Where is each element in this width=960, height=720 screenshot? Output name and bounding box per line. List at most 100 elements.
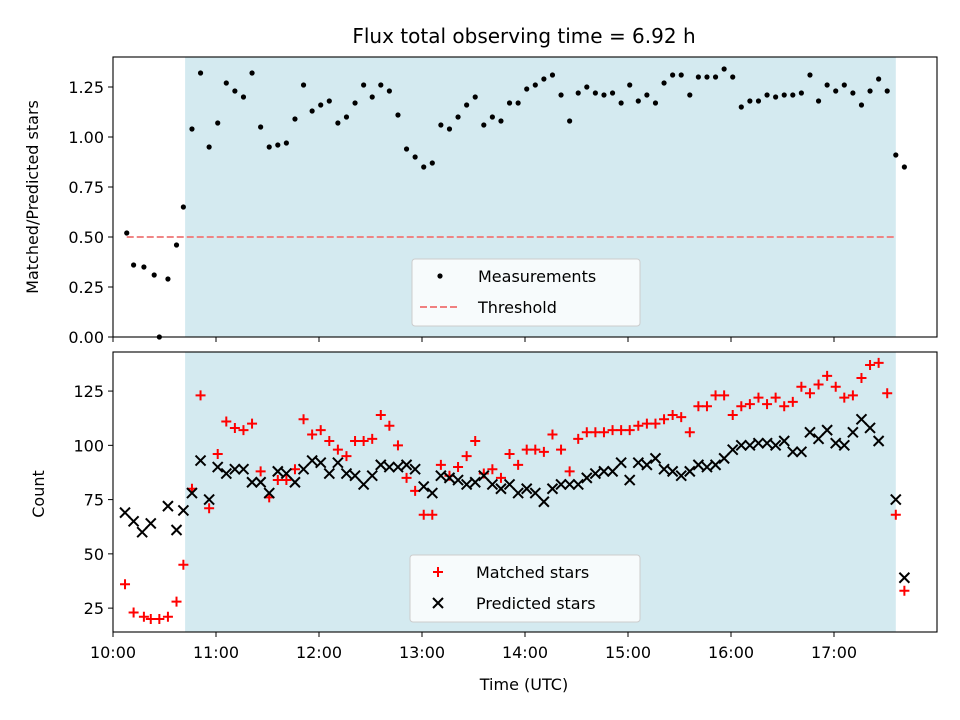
predicted-star-marker [649, 452, 662, 465]
predicted-star-marker [127, 515, 140, 528]
predicted-star-marker [289, 476, 301, 488]
measurement-point [524, 86, 530, 92]
matched-star-marker [435, 459, 446, 470]
measurement-point [549, 72, 556, 78]
predicted-star-marker [503, 478, 516, 491]
measurement-point [901, 164, 907, 170]
y-tick-label: 1.00 [68, 128, 104, 147]
predicted-star-marker [443, 472, 456, 484]
measurement-point [361, 82, 367, 88]
matched-star-marker [433, 567, 443, 577]
matched-star-marker [650, 418, 661, 429]
predicted-star-marker [606, 465, 619, 478]
matched-star-marker [315, 425, 326, 436]
x-tick-label: 12:00 [296, 643, 342, 662]
predicted-star-marker [237, 463, 250, 475]
matched-star-marker [341, 451, 352, 462]
matched-star-marker [470, 435, 481, 446]
predicted-star-marker [383, 461, 396, 473]
predicted-star-marker [555, 478, 567, 491]
predicted-star-marker [830, 437, 842, 449]
matched-star-marker [375, 409, 386, 420]
measurement-point [764, 92, 770, 98]
matched-star-marker [229, 422, 240, 433]
measurement-point [326, 98, 332, 104]
matched-star-marker [590, 427, 601, 438]
y-tick-label: 0.25 [68, 278, 104, 297]
predicted-star-marker [452, 474, 464, 486]
x-tick-label: 10:00 [90, 643, 136, 662]
measurement-point [249, 70, 255, 76]
predicted-star-marker [469, 476, 481, 488]
matched-star-marker [856, 373, 867, 384]
predicted-star-marker [272, 465, 284, 478]
matched-star-marker [384, 420, 395, 431]
matched-star-marker [272, 475, 283, 486]
measurement-point [609, 90, 616, 96]
measurement-point [395, 112, 401, 118]
measurement-point [876, 76, 882, 82]
measurement-point [232, 88, 238, 94]
measurement-point [141, 264, 147, 270]
matched-star-marker [753, 392, 764, 403]
measurement-point [695, 74, 701, 80]
measurement-point [206, 144, 212, 150]
measurement-point [446, 126, 453, 132]
x-tick-label: 11:00 [193, 643, 239, 662]
measurement-point [678, 72, 684, 78]
matched-star-marker [676, 412, 687, 423]
predicted-star-marker [400, 459, 413, 471]
x-tick-label: 16:00 [708, 643, 754, 662]
measurement-point [558, 92, 564, 98]
matched-star-marker [719, 390, 730, 401]
predicted-star-marker [340, 467, 353, 480]
y-tick-label: 0.50 [68, 228, 104, 247]
predicted-star-marker [787, 446, 799, 458]
predicted-star-marker [306, 454, 318, 467]
matched-star-marker [392, 440, 403, 451]
predicted-star-marker [521, 483, 533, 495]
predicted-star-marker [692, 459, 705, 471]
measurement-point [627, 82, 633, 88]
measurement-point [489, 114, 495, 120]
measurement-point [858, 102, 865, 108]
predicted-star-marker [778, 435, 790, 447]
measurement-point [730, 74, 736, 80]
predicted-star-marker [727, 443, 739, 456]
predicted-star-marker [495, 483, 507, 495]
measurement-point [807, 72, 813, 78]
matched-star-marker [787, 396, 798, 407]
matched-star-marker [298, 414, 309, 425]
predicted-star-marker [709, 459, 722, 471]
predicted-star-marker [804, 426, 816, 439]
measurement-point [283, 140, 289, 146]
predicted-star-marker [598, 465, 610, 478]
matched-star-marker [890, 509, 901, 520]
predicted-star-marker [666, 465, 679, 478]
predicted-star-marker [366, 470, 378, 482]
matched-star-marker [212, 449, 223, 460]
matched-star-marker [538, 446, 549, 457]
x-tick-label: 17:00 [811, 643, 857, 662]
predicted-star-marker [119, 506, 131, 519]
predicted-star-marker [170, 524, 183, 536]
predicted-star-marker [838, 439, 851, 452]
y-tick-label: 0.00 [68, 328, 104, 347]
matched-star-marker [581, 427, 592, 438]
measurement-point [850, 90, 856, 96]
measurement-point [704, 74, 710, 80]
matched-star-marker [556, 444, 567, 455]
measurement-point [240, 94, 247, 100]
matched-star-marker [427, 509, 438, 520]
predicted-star-marker [246, 476, 258, 488]
measurement-point [592, 90, 598, 96]
matched-star-marker [350, 435, 361, 446]
measurement-point [755, 98, 762, 104]
predicted-star-marker [136, 526, 148, 538]
y-tick-label: 1.25 [68, 78, 104, 97]
measurement-point [131, 262, 137, 268]
measurement-point [781, 92, 787, 98]
measurement-point [567, 118, 573, 124]
matched-star-marker [804, 388, 815, 399]
predicted-star-marker [658, 463, 670, 475]
